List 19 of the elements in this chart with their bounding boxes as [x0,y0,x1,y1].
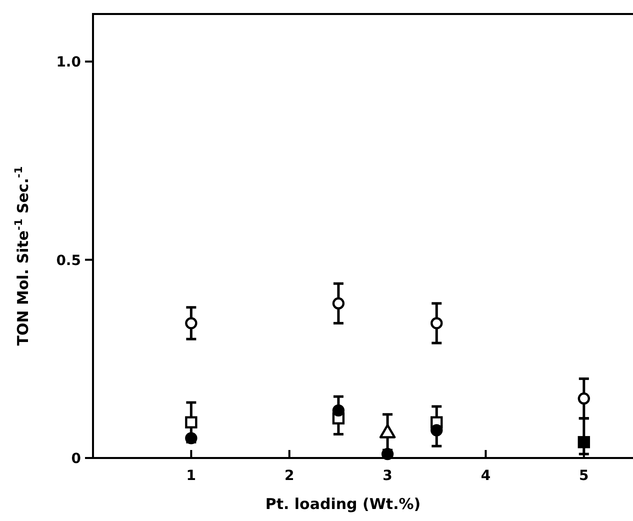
point [185,416,198,428]
y-tick-label: 1.0 [56,54,82,71]
x-tick-label: 1 [186,468,196,484]
x-tick-label: 2 [284,468,294,484]
point [332,404,345,417]
y-tick-label: 0.5 [56,252,81,269]
x-tick-label: 5 [579,468,589,484]
x-axis-title: Pt. loading (Wt.%) [265,495,421,513]
x-tick-label: 3 [382,468,392,484]
point [185,317,198,330]
x-tick-label: 4 [480,468,491,484]
y-tick-label: 0 [71,451,82,467]
point [578,392,590,405]
point [430,317,443,330]
point [578,436,590,448]
point [379,424,396,438]
point [430,424,443,436]
point [332,297,345,310]
point [185,432,198,444]
